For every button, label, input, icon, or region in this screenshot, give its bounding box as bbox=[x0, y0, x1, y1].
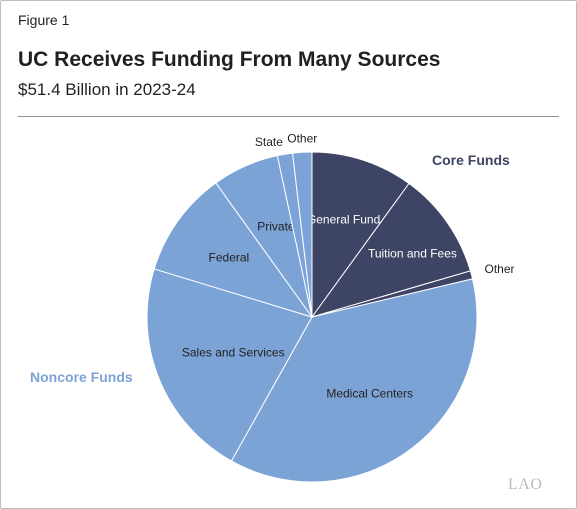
noncore-funds-label: Noncore Funds bbox=[30, 369, 133, 385]
pie-slice-sales-and-services-4 bbox=[146, 268, 313, 462]
chart-subtitle: $51.4 Billion in 2023-24 bbox=[18, 80, 196, 99]
pie-slice-medical-centers-3 bbox=[230, 278, 478, 483]
slice-label-5: Federal bbox=[209, 250, 250, 264]
slice-label-1: Tuition and Fees bbox=[368, 246, 457, 260]
slice-label-8: Other bbox=[287, 131, 317, 145]
slice-label-7: State bbox=[255, 135, 283, 149]
lao-logo: LAO bbox=[508, 476, 543, 493]
title-divider bbox=[18, 116, 559, 117]
core-funds-label: Core Funds bbox=[432, 152, 510, 168]
slice-label-3: Medical Centers bbox=[326, 386, 413, 400]
pie-slice-general-fund-0 bbox=[311, 151, 410, 319]
slice-label-6: Private bbox=[257, 219, 295, 233]
figure-label: Figure 1 bbox=[18, 12, 70, 28]
slice-label-4: Sales and Services bbox=[182, 346, 285, 360]
pie-slice-other-8 bbox=[291, 151, 313, 318]
pie-slice-federal-5 bbox=[153, 182, 314, 318]
chart-title: UC Receives Funding From Many Sources bbox=[18, 48, 441, 71]
slice-label-2: Other bbox=[485, 262, 515, 276]
slice-label-0: General Fund bbox=[307, 213, 380, 227]
pie-slice-tuition-and-fees-1 bbox=[310, 182, 472, 318]
